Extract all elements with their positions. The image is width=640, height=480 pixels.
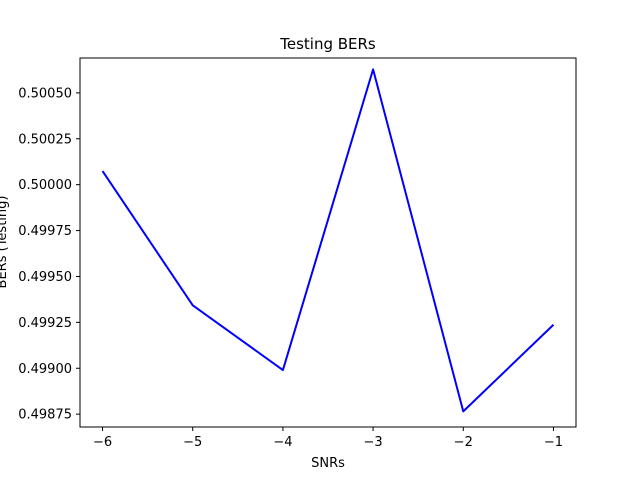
y-tick-label: 0.49875: [18, 408, 72, 423]
y-tick-label: 0.49900: [18, 362, 72, 377]
chart-title: Testing BERs: [279, 35, 376, 53]
y-axis-title: BERs (Testing): [0, 196, 10, 289]
y-tick-label: 0.49925: [18, 316, 72, 331]
plot-area-frame: [79, 57, 577, 428]
x-tick-label: −6: [93, 435, 112, 450]
y-axis-ticks: 0.49875 0.49900 0.49925 0.49950 0.49975 0.500…: [18, 86, 80, 423]
series-line-0: [101, 68, 555, 413]
x-axis-ticks: −6 −5 −4 −3 −2 −1: [93, 427, 563, 450]
x-tick-label: −1: [544, 435, 563, 450]
y-tick-label: 0.50050: [18, 86, 72, 101]
y-tick-label: 0.49950: [18, 270, 72, 285]
x-axis-title: SNRs: [311, 456, 345, 471]
x-tick-label: −5: [183, 435, 202, 450]
plot-marks: [101, 68, 555, 413]
x-tick-label: −4: [273, 435, 292, 450]
y-tick-label: 0.50000: [18, 178, 72, 193]
x-tick-label: −3: [364, 435, 383, 450]
y-tick-label: 0.49975: [18, 224, 72, 239]
x-tick-label: −2: [454, 435, 473, 450]
y-tick-label: 0.50025: [18, 132, 72, 147]
